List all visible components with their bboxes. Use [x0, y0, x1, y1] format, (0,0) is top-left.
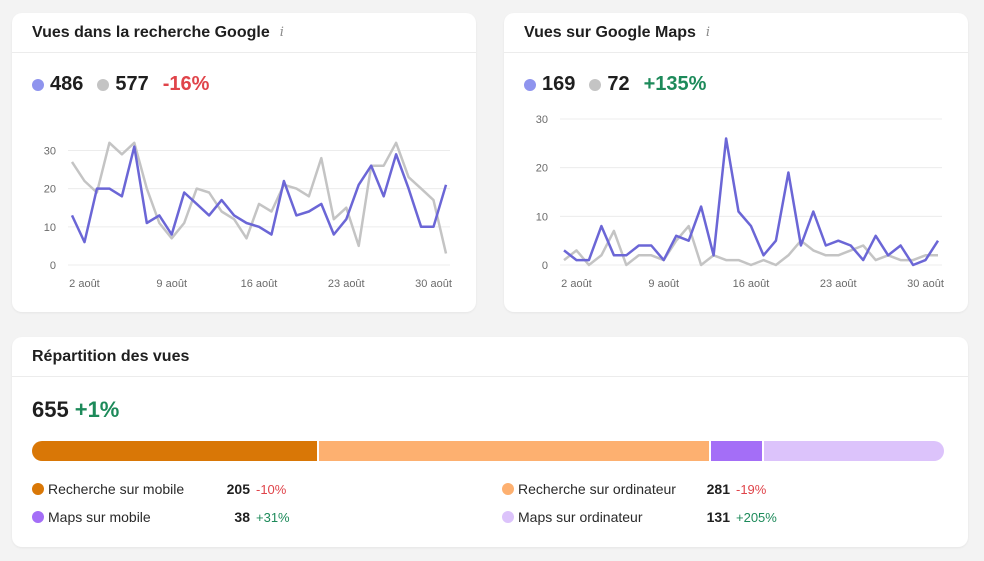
legend-dot	[32, 483, 44, 495]
search-views-chart: 0 10 20 30 2 août 9 août 16 août 23 août 30 août	[44, 141, 452, 290]
current-period-line[interactable]	[70, 145, 448, 244]
search-views-header: Vues dans la recherche Google i	[12, 13, 476, 53]
x-tick-label: 30 août	[415, 278, 452, 290]
maps-views-title: Vues sur Google Maps	[524, 23, 696, 41]
legend-value: 205	[226, 481, 250, 497]
legend-item-search-mobile: Recherche sur mobile 205 -10%	[32, 481, 286, 497]
segment-search-desktop[interactable]	[317, 441, 709, 461]
segment-maps-desktop[interactable]	[761, 441, 944, 461]
y-tick-label: 0	[542, 260, 548, 272]
legend-item-maps-mobile: Maps sur mobile 38 +31%	[32, 509, 290, 525]
y-tick-label: 30	[536, 114, 548, 126]
legend-change: +205%	[736, 509, 777, 525]
search-views-card: Vues dans la recherche Google i 486 577 …	[12, 13, 476, 312]
legend-value: 281	[706, 481, 730, 497]
x-tick-label: 9 août	[648, 278, 679, 290]
previous-period-dot	[97, 78, 110, 91]
total-change: +1%	[74, 397, 120, 422]
legend-label: Recherche sur mobile	[48, 481, 185, 497]
total-value: 655	[32, 397, 69, 422]
change-percent: +135%	[643, 73, 707, 95]
current-value: 486	[50, 73, 84, 95]
current-period-line[interactable]	[563, 137, 940, 267]
search-views-stats: 486 577 -16%	[32, 73, 209, 96]
maps-views-card: Vues sur Google Maps i 169 72 +135% 0 10 2…	[504, 13, 968, 312]
current-value: 169	[542, 73, 576, 95]
segment-search-mobile[interactable]	[32, 441, 318, 461]
maps-views-header: Vues sur Google Maps i	[504, 13, 968, 53]
maps-views-chart: 0 10 20 30 2 août 9 août 16 août 23 août 30 août	[536, 114, 944, 290]
x-tick-label: 23 août	[820, 278, 857, 290]
views-breakdown-header: Répartition des vues	[12, 337, 968, 377]
legend-label: Maps sur ordinateur	[518, 509, 643, 525]
x-tick-label: 9 août	[156, 278, 187, 290]
legend-label: Recherche sur ordinateur	[518, 481, 676, 497]
y-tick-label: 10	[536, 211, 548, 223]
info-icon[interactable]: i	[705, 25, 711, 40]
y-tick-label: 10	[44, 222, 56, 234]
change-percent: -16%	[162, 73, 210, 95]
legend-dot	[32, 511, 44, 523]
legend-change: -19%	[736, 481, 767, 497]
x-tick-label: 16 août	[733, 278, 770, 290]
legend-change: -10%	[256, 481, 287, 497]
x-tick-label: 16 août	[241, 278, 278, 290]
current-period-dot	[524, 78, 536, 91]
legend-dot	[502, 511, 514, 523]
info-icon[interactable]: i	[279, 25, 284, 40]
legend-change: +31%	[256, 509, 290, 525]
previous-value: 72	[607, 73, 630, 95]
legend-value: 131	[706, 509, 730, 525]
legend-label: Maps sur mobile	[48, 509, 151, 525]
legend-item-maps-desktop: Maps sur ordinateur 131 +205%	[502, 509, 777, 525]
x-tick-label: 2 août	[69, 278, 100, 290]
previous-period-line[interactable]	[563, 224, 938, 267]
legend-value: 38	[234, 509, 250, 525]
breakdown-stacked-bar	[32, 441, 944, 461]
previous-period-dot	[589, 78, 602, 91]
y-tick-label: 20	[44, 184, 56, 196]
legend-item-search-desktop: Recherche sur ordinateur 281 -19%	[502, 481, 766, 497]
y-tick-label: 20	[536, 163, 548, 175]
previous-period-line[interactable]	[70, 141, 448, 254]
total-views: 655 +1%	[32, 397, 119, 423]
current-period-dot	[32, 78, 44, 91]
y-tick-label: 30	[44, 145, 56, 157]
segment-maps-mobile[interactable]	[708, 441, 762, 461]
legend-dot	[502, 483, 514, 495]
x-tick-label: 2 août	[561, 278, 592, 290]
y-tick-label: 0	[50, 260, 56, 272]
x-tick-label: 23 août	[328, 278, 365, 290]
maps-views-stats: 169 72 +135%	[524, 73, 706, 96]
views-breakdown-card: Répartition des vues 655 +1% Recherche s…	[12, 337, 968, 547]
views-breakdown-title: Répartition des vues	[32, 347, 190, 365]
search-views-title: Vues dans la recherche Google	[32, 23, 270, 41]
x-tick-label: 30 août	[907, 278, 944, 290]
previous-value: 577	[115, 73, 149, 95]
